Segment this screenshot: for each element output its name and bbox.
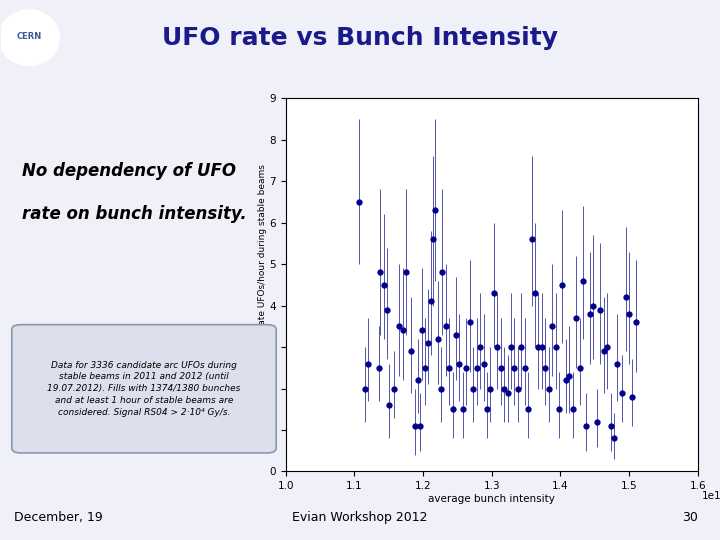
Text: December, 19: December, 19 bbox=[14, 511, 103, 524]
Text: Data for 3336 candidate arc UFOs during
stable beams in 2011 and 2012 (until
19.: Data for 3336 candidate arc UFOs during … bbox=[48, 361, 240, 417]
Y-axis label: Number of candidate UFOs/hour during stable beams: Number of candidate UFOs/hour during sta… bbox=[258, 164, 266, 406]
FancyBboxPatch shape bbox=[12, 325, 276, 453]
Text: CERN: CERN bbox=[17, 32, 42, 41]
Text: Evian Workshop 2012: Evian Workshop 2012 bbox=[292, 511, 428, 524]
Text: No dependency of UFO: No dependency of UFO bbox=[22, 162, 235, 180]
Text: UFO rate vs Bunch Intensity: UFO rate vs Bunch Intensity bbox=[162, 26, 558, 50]
Text: rate on bunch intensity.: rate on bunch intensity. bbox=[22, 205, 246, 223]
X-axis label: average bunch intensity: average bunch intensity bbox=[428, 494, 555, 504]
Text: 1e11: 1e11 bbox=[702, 491, 720, 501]
Circle shape bbox=[0, 10, 59, 66]
Text: 30: 30 bbox=[683, 511, 698, 524]
